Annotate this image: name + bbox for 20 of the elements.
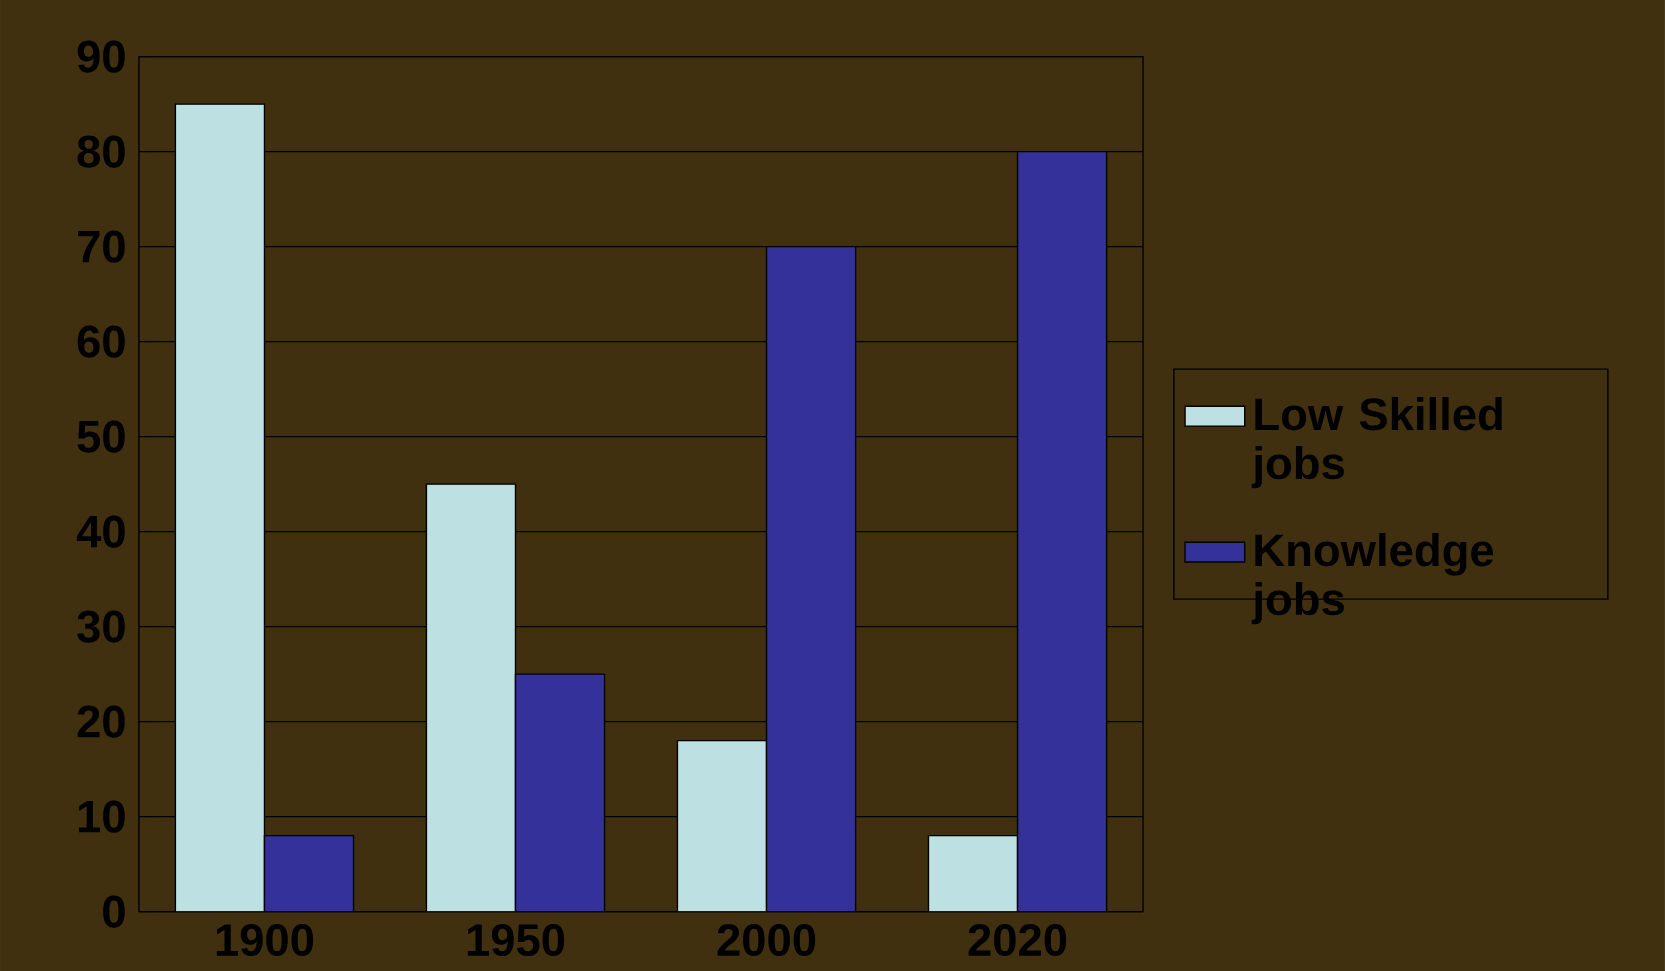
y-tick-label: 80: [77, 135, 125, 168]
legend-label: Low Skilled jobs: [1251, 396, 1502, 489]
legend-label: Knowledge jobs: [1251, 532, 1494, 625]
bar: [425, 483, 517, 912]
x-tick-label: 2020: [968, 923, 1067, 956]
y-tick-label: 90: [77, 40, 125, 73]
y-tick-label: 30: [77, 610, 125, 643]
x-tick-label: 1950: [467, 923, 565, 956]
y-tick-label: 10: [78, 800, 125, 833]
bar: [676, 739, 768, 912]
x-tick-label: 1900: [216, 923, 314, 956]
x-tick-label: 2000: [717, 923, 816, 956]
y-tick-label: 20: [77, 705, 125, 738]
bar: [927, 834, 1019, 912]
y-tick-label: 0: [103, 895, 125, 928]
y-tick-label: 60: [77, 325, 125, 358]
y-tick-label: 70: [78, 230, 125, 263]
y-tick-label: 40: [76, 515, 125, 548]
y-tick-label: 50: [77, 420, 125, 453]
bar: [174, 103, 266, 912]
